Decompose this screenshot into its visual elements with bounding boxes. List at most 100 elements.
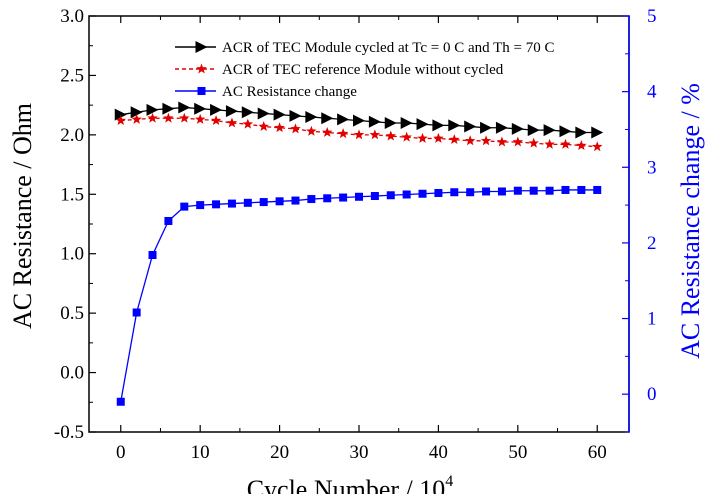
data-point	[513, 186, 522, 195]
data-point	[273, 108, 286, 121]
legend-label: ACR of TEC Module cycled at Tc = 0 C and…	[222, 40, 555, 56]
data-point	[194, 113, 206, 124]
y2-tick-label: 3	[647, 157, 657, 178]
data-point	[180, 202, 189, 211]
data-point	[114, 108, 127, 121]
data-point	[162, 102, 175, 115]
data-point	[242, 118, 254, 129]
data-point	[449, 134, 460, 145]
data-point	[432, 119, 445, 132]
data-point	[575, 126, 588, 139]
y-tick-label: 1.5	[60, 184, 84, 205]
y-tick-label: 1.0	[60, 244, 84, 265]
data-point	[258, 121, 269, 131]
data-point	[210, 103, 223, 116]
data-point	[164, 216, 173, 225]
data-point	[433, 132, 444, 143]
data-point	[132, 308, 141, 317]
y-tick-label: 0.5	[60, 303, 84, 324]
y-tick-label: 0.0	[60, 363, 84, 384]
data-point	[480, 121, 493, 134]
y2-tick-label: 5	[647, 6, 657, 27]
data-point	[355, 192, 363, 201]
data-point	[386, 191, 395, 200]
data-point	[306, 125, 317, 136]
data-point	[528, 137, 539, 148]
data-point	[561, 185, 570, 194]
data-point	[450, 188, 459, 197]
legend-marker	[197, 87, 206, 95]
data-point	[226, 117, 238, 128]
data-point	[178, 101, 191, 114]
data-point	[257, 107, 270, 120]
data-point	[480, 135, 492, 146]
plot-marks	[114, 101, 604, 406]
data-point	[227, 199, 236, 208]
data-point	[576, 140, 587, 150]
data-point	[116, 397, 125, 406]
x-axis-title-text: Cycle Number / 10	[247, 475, 446, 494]
x-tick-label: 30	[350, 442, 369, 463]
data-point	[337, 128, 349, 139]
legend-item: ACR of TEC reference Module without cycl…	[175, 62, 504, 78]
data-point	[274, 122, 285, 133]
y2-tick-label: 4	[647, 82, 657, 103]
y-tick-label: 2.5	[60, 65, 84, 86]
data-point	[289, 109, 302, 122]
x-tick-label: 60	[588, 442, 607, 463]
x-tick-label: 0	[116, 442, 126, 463]
data-point	[275, 197, 284, 206]
data-point	[593, 185, 602, 194]
data-point	[163, 112, 174, 123]
x-tick-label: 10	[191, 442, 210, 463]
data-point	[545, 186, 554, 195]
data-point	[496, 136, 508, 147]
data-point	[225, 105, 238, 118]
x-tick-label: 40	[429, 442, 448, 463]
data-point	[577, 185, 586, 194]
data-point	[543, 124, 556, 137]
series-2	[115, 112, 603, 152]
data-point	[385, 130, 396, 141]
legend: ACR of TEC Module cycled at Tc = 0 C and…	[175, 40, 555, 100]
data-point	[466, 188, 475, 197]
data-point	[148, 251, 157, 260]
data-point	[448, 119, 461, 132]
y-tick-label: 2.0	[60, 125, 84, 146]
series-1	[114, 101, 604, 139]
data-point	[146, 103, 159, 116]
data-point	[497, 187, 506, 196]
legend-marker	[196, 63, 207, 74]
data-point	[241, 106, 254, 119]
data-point	[323, 194, 332, 203]
data-point	[416, 118, 429, 131]
data-point	[210, 115, 222, 126]
y2-tick-label: 1	[647, 309, 657, 330]
x-tick-label: 20	[270, 442, 289, 463]
data-point	[482, 187, 491, 196]
data-point	[337, 113, 350, 126]
x-axis-title: Cycle Number / 104	[247, 473, 454, 494]
data-point	[529, 186, 538, 195]
x-tick-label: 50	[508, 442, 527, 463]
data-point	[434, 188, 443, 197]
data-point	[591, 126, 604, 139]
legend-item: ACR of TEC Module cycled at Tc = 0 C and…	[175, 40, 555, 56]
series-line	[120, 189, 598, 402]
data-point	[592, 141, 603, 152]
data-point	[196, 201, 205, 210]
data-point	[559, 125, 572, 138]
legend-label: ACR of TEC reference Module without cycl…	[222, 62, 504, 78]
data-point	[417, 132, 428, 143]
data-point	[368, 115, 381, 128]
y-tick-label: -0.5	[54, 422, 84, 443]
y2-tick-label: 0	[647, 384, 657, 405]
data-point	[307, 195, 316, 204]
data-point	[401, 131, 412, 142]
data-point	[495, 121, 508, 134]
data-point	[194, 102, 207, 115]
legend-item: AC Resistance change	[175, 84, 357, 100]
axes: 0 10 20 30 40 50 60 -0.5 0.0 0.5 1.0 1.5 2.0 2.5 3.0 0 1…	[54, 6, 657, 463]
